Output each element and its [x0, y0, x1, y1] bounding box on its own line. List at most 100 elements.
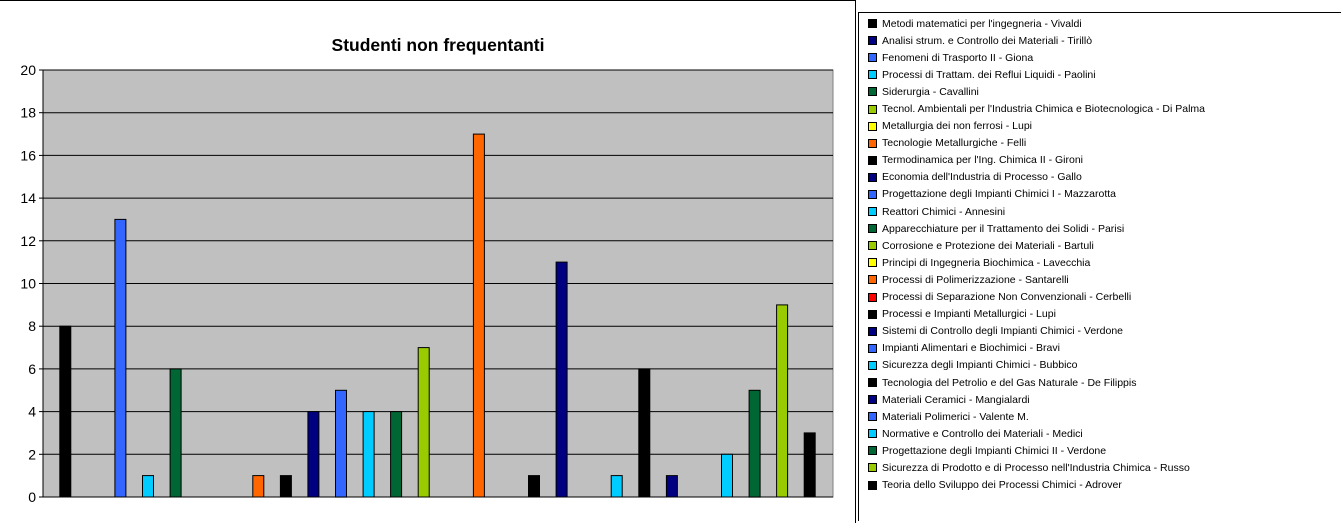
legend-swatch: [868, 19, 877, 29]
legend-label: Economia dell'Industria di Processo - Ga…: [882, 171, 1082, 184]
legend-label: Tecnologie Metallurgiche - Felli: [882, 137, 1027, 150]
legend-item: Corrosione e Protezione dei Materiali - …: [859, 237, 1341, 254]
legend-swatch: [868, 429, 877, 439]
y-tick-label: 12: [20, 233, 36, 249]
y-tick-label: 6: [28, 361, 36, 377]
y-axis: 0 2 4 6 8 10 12 14 16 18 20: [20, 62, 43, 505]
legend-swatch: [868, 155, 877, 165]
legend-swatch: [868, 224, 877, 234]
legend-swatch: [868, 53, 877, 63]
bar: [610, 475, 623, 498]
legend-swatch: [868, 70, 877, 80]
legend-label: Siderurgia - Cavallini: [882, 85, 979, 98]
legend-label: Processi di Trattam. dei Reflui Liquidi …: [882, 68, 1096, 81]
bar: [169, 368, 182, 498]
bar: [114, 218, 127, 498]
legend-item: Fenomeni di Trasporto II - Giona: [859, 49, 1341, 66]
legend-label: Metodi matematici per l'ingegneria - Viv…: [882, 17, 1082, 30]
bar: [252, 475, 265, 498]
legend-item: Analisi strum. e Controllo dei Materiali…: [859, 32, 1341, 49]
legend-label: Progettazione degli Impianti Chimici II …: [882, 444, 1107, 457]
y-tick-label: 4: [28, 404, 36, 420]
legend-label: Teoria dello Sviluppo dei Processi Chimi…: [882, 479, 1122, 492]
legend-item: Sicurezza degli Impianti Chimici - Bubbi…: [859, 357, 1341, 374]
legend-item: Teoria dello Sviluppo dei Processi Chimi…: [859, 477, 1341, 494]
legend-item: Tecnologia del Petrolio e del Gas Natura…: [859, 374, 1341, 391]
legend-item: Materiali Ceramici - Mangialardi: [859, 391, 1341, 408]
y-tick-label: 18: [20, 105, 36, 121]
legend-item: Tecnologie Metallurgiche - Felli: [859, 135, 1341, 152]
legend-label: Corrosione e Protezione dei Materiali - …: [882, 239, 1094, 252]
legend-item: Processi di Polimerizzazione - Santarell…: [859, 271, 1341, 288]
legend-label: Reattori Chimici - Annesini: [882, 205, 1006, 218]
legend-swatch: [868, 326, 877, 336]
legend-label: Tecnologia del Petrolio e del Gas Natura…: [882, 376, 1137, 389]
bar: [776, 304, 789, 498]
legend-item: Sistemi di Controllo degli Impianti Chim…: [859, 323, 1341, 340]
legend-swatch: [868, 292, 877, 302]
legend-label: Metallurgia dei non ferrosi - Lupi: [882, 120, 1032, 133]
legend-item: Processi di Trattam. dei Reflui Liquidi …: [859, 66, 1341, 83]
legend-swatch: [868, 463, 877, 473]
bar: [528, 475, 540, 498]
bar: [472, 133, 485, 498]
legend-item: Sicurezza di Prodotto e di Processo nell…: [859, 459, 1341, 476]
legend-swatch: [868, 343, 877, 353]
legend-swatch: [868, 121, 877, 131]
bar: [803, 432, 816, 498]
legend-label: Fenomeni di Trasporto II - Giona: [882, 51, 1034, 64]
chart-title: Studenti non frequentanti: [332, 35, 545, 55]
legend-swatch: [868, 104, 877, 114]
legend-swatch: [868, 480, 877, 490]
legend-label: Analisi strum. e Controllo dei Materiali…: [882, 34, 1093, 47]
legend-swatch: [868, 172, 877, 182]
bar: [748, 389, 761, 498]
bars: [59, 133, 816, 498]
bar: [417, 347, 430, 498]
legend-label: Normative e Controllo dei Materiali - Me…: [882, 427, 1083, 440]
legend-label: Impianti Alimentari e Biochimici - Bravi: [882, 342, 1060, 355]
y-tick-label: 2: [28, 446, 36, 462]
legend-swatch: [868, 395, 877, 405]
bar: [335, 389, 347, 498]
legend-item: Metodi matematici per l'ingegneria - Viv…: [859, 15, 1341, 32]
legend-swatch: [868, 378, 877, 388]
legend-label: Principi di Ingegneria Biochimica - Lave…: [882, 256, 1091, 269]
y-tick-label: 20: [20, 62, 36, 78]
legend-swatch: [868, 275, 877, 285]
legend-label: Processi di Separazione Non Convenzional…: [882, 291, 1132, 304]
chart-area: Studenti non frequentanti 0 2 4 6 8 10 12 14 16 1…: [0, 0, 856, 523]
legend-item: Metallurgia dei non ferrosi - Lupi: [859, 118, 1341, 135]
legend-label: Sistemi di Controllo degli Impianti Chim…: [882, 325, 1124, 338]
y-tick-label: 0: [28, 489, 36, 505]
bar: [555, 261, 568, 498]
legend-label: Sicurezza degli Impianti Chimici - Bubbi…: [882, 359, 1078, 372]
legend-item: Normative e Controllo dei Materiali - Me…: [859, 425, 1341, 442]
y-tick-label: 16: [20, 147, 36, 163]
bar: [362, 411, 375, 498]
legend-item: Processi e Impianti Metallurgici - Lupi: [859, 306, 1341, 323]
legend: Metodi matematici per l'ingegneria - Viv…: [858, 12, 1341, 521]
legend-item: Reattori Chimici - Annesini: [859, 203, 1341, 220]
legend-item: Economia dell'Industria di Processo - Ga…: [859, 169, 1341, 186]
legend-swatch: [868, 309, 877, 319]
legend-item: Progettazione degli Impianti Chimici I -…: [859, 186, 1341, 203]
legend-swatch: [868, 258, 877, 268]
legend-item: Materiali Polimerici - Valente M.: [859, 408, 1341, 425]
y-tick-label: 10: [20, 276, 36, 292]
legend-swatch: [868, 360, 877, 370]
bar: [142, 475, 154, 498]
legend-label: Processi di Polimerizzazione - Santarell…: [882, 273, 1069, 286]
bar: [390, 411, 403, 498]
legend-item: Processi di Separazione Non Convenzional…: [859, 289, 1341, 306]
legend-label: Tecnol. Ambientali per l'Industria Chimi…: [882, 103, 1205, 116]
legend-label: Materiali Ceramici - Mangialardi: [882, 393, 1030, 406]
legend-item: Siderurgia - Cavallini: [859, 83, 1341, 100]
legend-item: Progettazione degli Impianti Chimici II …: [859, 442, 1341, 459]
legend-label: Materiali Polimerici - Valente M.: [882, 410, 1029, 423]
legend-swatch: [868, 241, 877, 251]
legend-label: Processi e Impianti Metallurgici - Lupi: [882, 308, 1056, 321]
y-tick-label: 14: [20, 190, 36, 206]
legend-label: Sicurezza di Prodotto e di Processo nell…: [882, 461, 1190, 474]
legend-swatch: [868, 446, 877, 456]
